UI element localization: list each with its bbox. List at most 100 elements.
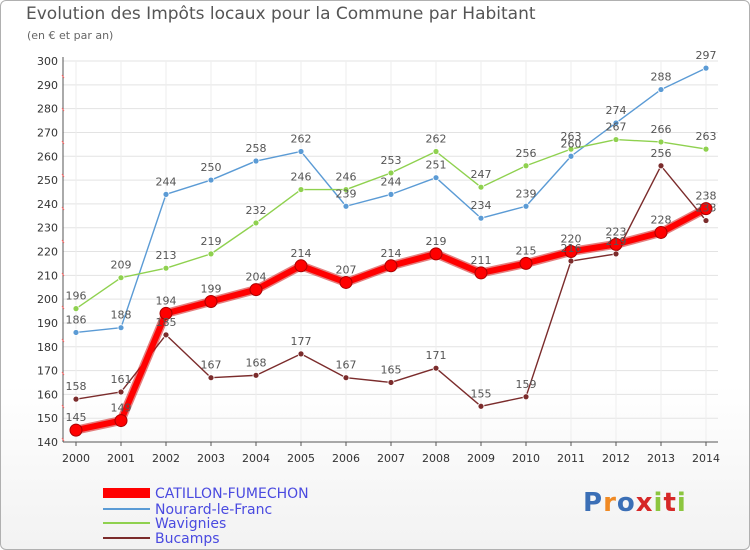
- data-label: 211: [471, 254, 492, 267]
- data-point: [297, 186, 305, 193]
- data-label: 158: [66, 380, 87, 393]
- data-point: [567, 257, 575, 265]
- y-tick-label: 290: [37, 79, 58, 92]
- axis-marker: [61, 140, 65, 145]
- data-point: [387, 169, 395, 177]
- legend-label: CATILLON-FUMECHON: [155, 486, 309, 502]
- data-point: [477, 402, 485, 410]
- y-tick-label: 260: [37, 150, 58, 163]
- y-tick-label: 280: [37, 103, 58, 116]
- axis-marker: [61, 404, 65, 409]
- y-tick-label: 180: [37, 341, 58, 354]
- x-tick-label: 2011: [557, 452, 585, 465]
- logo-text: Proxiti: [583, 488, 687, 518]
- data-point: [384, 259, 398, 273]
- axis-marker: [61, 239, 65, 244]
- y-tick-label: 170: [37, 365, 58, 378]
- data-label: 167: [336, 359, 357, 372]
- data-label: 262: [291, 132, 312, 145]
- data-point: [432, 174, 440, 182]
- data-point: [162, 190, 170, 198]
- data-label: 232: [246, 204, 267, 217]
- data-point: [657, 162, 665, 170]
- axis-marker: [61, 74, 65, 79]
- x-tick-label: 2013: [647, 452, 675, 465]
- data-point: [519, 256, 533, 270]
- x-tick-label: 2006: [332, 452, 360, 465]
- data-label: 207: [336, 263, 357, 276]
- y-tick-label: 190: [37, 317, 58, 330]
- data-point: [522, 202, 530, 210]
- x-tick-label: 2004: [242, 452, 270, 465]
- axis-marker: [61, 338, 65, 343]
- data-label: 262: [426, 132, 447, 145]
- data-label: 256: [651, 147, 672, 160]
- chart-subtitle: (en € et par an): [27, 29, 114, 42]
- y-tick-label: 210: [37, 269, 58, 282]
- data-point: [114, 414, 128, 428]
- data-point: [162, 264, 170, 272]
- data-label: 168: [246, 356, 267, 369]
- data-label: 149: [111, 402, 132, 415]
- data-label: 220: [561, 233, 582, 246]
- data-point: [72, 305, 80, 313]
- data-point: [522, 393, 530, 401]
- data-point: [564, 245, 578, 258]
- logo-letter: P: [583, 488, 604, 518]
- data-label: 177: [291, 335, 312, 348]
- data-label: 213: [156, 249, 177, 262]
- data-label: 194: [156, 294, 177, 307]
- data-label: 246: [291, 171, 312, 184]
- logo-letter: o: [616, 488, 636, 518]
- data-label: 256: [516, 147, 537, 160]
- data-point: [342, 202, 350, 210]
- data-point: [252, 219, 260, 227]
- data-label: 247: [471, 168, 492, 181]
- data-label: 219: [606, 235, 627, 248]
- data-label: 260: [561, 137, 582, 150]
- data-label: 219: [201, 235, 222, 248]
- legend-label: Nourard-le-Franc: [155, 502, 272, 518]
- axis-marker: [61, 272, 65, 277]
- data-label: 266: [651, 123, 672, 136]
- y-tick-label: 160: [37, 388, 58, 401]
- y-tick-label: 140: [37, 436, 58, 449]
- data-label: 186: [66, 313, 87, 326]
- data-point: [477, 183, 485, 191]
- logo-letter: i: [653, 488, 664, 518]
- data-label: 263: [696, 130, 717, 143]
- data-point: [657, 138, 665, 146]
- data-label: 250: [201, 161, 222, 174]
- data-label: 219: [426, 235, 447, 248]
- data-label: 288: [651, 71, 672, 84]
- data-point: [162, 331, 170, 339]
- data-point: [567, 145, 575, 153]
- y-tick-label: 300: [37, 55, 58, 68]
- axis-marker: [61, 305, 65, 310]
- data-label: 244: [381, 175, 402, 188]
- data-point: [702, 217, 710, 224]
- y-tick-label: 200: [37, 293, 58, 306]
- data-label: 209: [111, 259, 132, 272]
- data-point: [117, 324, 125, 332]
- data-label: 199: [201, 283, 222, 296]
- data-label: 171: [426, 349, 447, 362]
- data-point: [69, 423, 83, 437]
- data-label: 204: [246, 271, 267, 284]
- data-point: [72, 395, 80, 403]
- x-tick-label: 2008: [422, 452, 450, 465]
- x-tick-label: 2000: [62, 452, 90, 465]
- x-tick-label: 2009: [467, 452, 495, 465]
- data-point: [207, 250, 215, 258]
- data-label: 263: [561, 130, 582, 143]
- data-point: [702, 145, 710, 153]
- axis-marker: [61, 107, 65, 112]
- chart-title: Evolution des Impôts locaux pour la Comm…: [26, 4, 536, 24]
- x-tick-label: 2010: [512, 452, 540, 465]
- legend-label: Wavignies: [155, 516, 226, 532]
- data-point: [699, 202, 713, 216]
- data-label: 228: [651, 213, 672, 226]
- axis-marker: [61, 206, 65, 211]
- data-point: [432, 364, 440, 372]
- data-point: [609, 237, 623, 251]
